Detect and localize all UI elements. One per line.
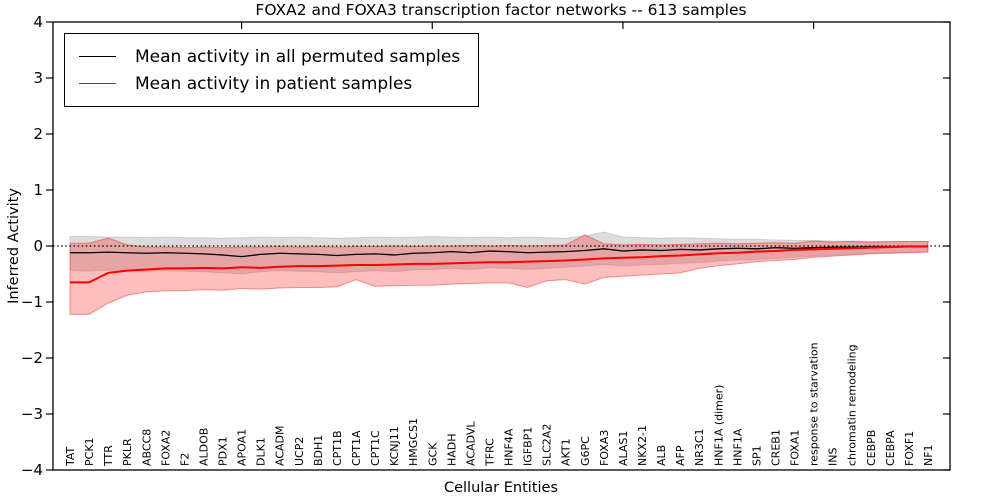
x-tick-label: PDX1 [217, 436, 230, 466]
x-tick-label: PCK1 [83, 437, 96, 466]
x-tick-label: HADH [445, 433, 458, 466]
x-tick-label: AFP [674, 445, 687, 466]
y-tick-label: −4 [21, 461, 43, 479]
x-tick-label: IGFBP1 [522, 427, 535, 466]
x-tick-label: FOXA2 [159, 430, 172, 466]
legend-line-patient-icon [79, 83, 116, 84]
legend-item-permuted: Mean activity in all permuted samples [79, 43, 460, 70]
x-tick-label: AKT1 [560, 438, 573, 466]
x-tick-label: BDH1 [312, 435, 325, 466]
x-tick-label: ABCC8 [140, 429, 153, 466]
x-tick-label: CPT1B [331, 430, 344, 466]
y-tick-label: 4 [33, 13, 43, 31]
x-tick-label: ACADM [274, 426, 287, 467]
y-tick-label: −3 [21, 405, 43, 423]
x-tick-label: KCNJ11 [388, 426, 401, 466]
x-tick-label: HNF4A [503, 428, 516, 466]
x-tick-label: INS [827, 448, 840, 466]
y-tick-label: 3 [33, 69, 43, 87]
legend: Mean activity in all permuted samples Me… [64, 33, 480, 107]
x-tick-label: NR3C1 [693, 428, 706, 466]
y-tick-label: 1 [33, 181, 43, 199]
y-tick-label: 0 [33, 237, 43, 255]
x-tick-label: CEBPA [884, 430, 897, 466]
x-tick-label: FOXF1 [903, 431, 916, 466]
series-line-0 [70, 245, 929, 258]
x-tick-label: TFRC [483, 438, 496, 467]
x-tick-label: CEBPB [865, 430, 878, 466]
series-band-1 [69, 234, 929, 315]
x-tick-label: ALB [655, 445, 668, 466]
x-tick-label: UCP2 [293, 437, 306, 466]
y-axis-label: Inferred Activity [6, 188, 22, 304]
x-tick-label: HNF1A (dimer) [712, 385, 725, 466]
legend-label-permuted: Mean activity in all permuted samples [135, 46, 461, 67]
chart-title: FOXA2 and FOXA3 transcription factor net… [255, 1, 747, 19]
y-tick-label: 2 [33, 125, 43, 143]
x-tick-label: G6PC [579, 436, 592, 466]
y-tick-label: −2 [21, 349, 43, 367]
x-tick-label: FOXA3 [598, 430, 611, 466]
x-tick-label: NKX2-1 [636, 425, 649, 466]
x-tick-label: HNF1A [731, 428, 744, 466]
legend-item-patient: Mean activity in patient samples [79, 70, 460, 97]
x-tick-label: CPT1A [350, 430, 363, 466]
legend-line-permuted-icon [79, 56, 116, 57]
x-tick-label: NF1 [922, 444, 935, 466]
x-axis-label: Cellular Entities [443, 480, 559, 496]
x-tick-label: chromatin remodeling [846, 344, 859, 466]
x-tick-label: PKLR [121, 438, 134, 466]
y-tick-label: −1 [21, 293, 43, 311]
x-tick-label: GCK [426, 442, 439, 466]
x-tick-label: F2 [178, 453, 191, 466]
x-tick-label: CREB1 [769, 429, 782, 466]
legend-label-patient: Mean activity in patient samples [135, 73, 413, 94]
x-tick-label: DLK1 [255, 437, 268, 466]
x-tick-label: FOXA1 [789, 430, 802, 466]
x-tick-label: CPT1C [369, 430, 382, 466]
series-line-1 [70, 245, 928, 284]
x-tick-label: HMGCS1 [407, 418, 420, 466]
x-tick-label: TAT [64, 446, 77, 467]
x-tick-label: TTR [102, 445, 115, 467]
x-tick-label: SLC2A2 [541, 424, 554, 466]
x-tick-label: ALDOB [197, 428, 210, 466]
series-band-0 [69, 231, 929, 275]
x-tick-label: APOA1 [236, 429, 249, 466]
x-tick-label: response to starvation [808, 342, 821, 466]
x-tick-label: ALAS1 [617, 431, 630, 466]
x-tick-label: SP1 [750, 445, 763, 466]
x-tick-label: ACADVL [464, 421, 477, 466]
